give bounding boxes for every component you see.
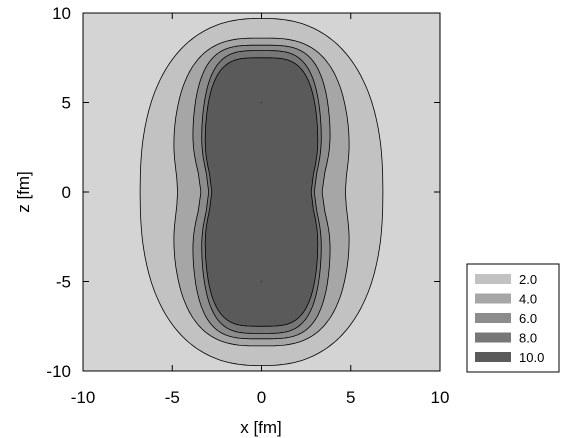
- y-tick-label: -10: [46, 362, 71, 381]
- x-tick-label: 0: [257, 388, 266, 407]
- legend-label: 2.0: [519, 272, 537, 287]
- x-tick-label: 5: [346, 388, 355, 407]
- contour-level-5: [204, 57, 319, 327]
- x-tick-label: -5: [165, 388, 180, 407]
- x-tick-label: 10: [431, 388, 450, 407]
- legend-swatch: [475, 274, 511, 284]
- y-tick-label: 5: [62, 94, 71, 113]
- center-point: [260, 280, 263, 283]
- contour-layers: [139, 17, 384, 367]
- x-tick-label: -10: [71, 388, 96, 407]
- y-axis-ticks: -10 -5 0 5 10: [46, 4, 440, 381]
- y-tick-label: 0: [62, 183, 71, 202]
- y-tick-label: 10: [52, 4, 71, 23]
- y-tick-label: -5: [56, 273, 71, 292]
- legend-swatch: [475, 332, 511, 343]
- center-point: [260, 101, 263, 104]
- legend-label: 10.0: [519, 350, 544, 365]
- legend-label: 6.0: [519, 311, 537, 326]
- legend-swatch: [475, 352, 511, 362]
- legend-swatch: [475, 313, 511, 323]
- legend: 2.0 4.0 6.0 8.0 10.0: [466, 263, 560, 373]
- legend-swatch: [475, 293, 511, 304]
- x-axis-ticks: -10 -5 0 5 10: [71, 13, 450, 407]
- legend-label: 8.0: [519, 331, 537, 346]
- x-axis-label: x [fm]: [240, 418, 282, 437]
- y-axis-label: z [fm]: [14, 171, 33, 213]
- legend-label: 4.0: [519, 292, 537, 307]
